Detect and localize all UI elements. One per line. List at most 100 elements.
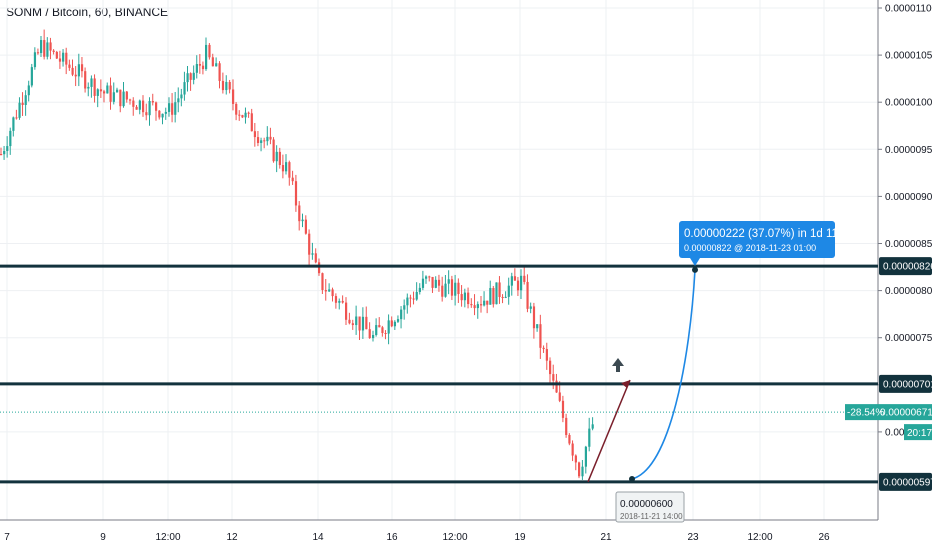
candle-body [324, 290, 327, 292]
candle-body [33, 52, 37, 68]
candle-body [545, 349, 548, 361]
candle-body [177, 98, 180, 103]
candle-body [321, 273, 324, 291]
candle-body [542, 347, 545, 350]
candle-body [232, 89, 235, 104]
x-tick-label: 19 [514, 532, 526, 543]
candle-body [260, 140, 263, 143]
candle-body [238, 114, 241, 116]
candle-body [437, 279, 441, 286]
trend-arrow [587, 379, 631, 483]
up-arrow-icon [612, 358, 624, 372]
candle-body [555, 380, 558, 393]
projection-curve [631, 269, 696, 480]
candle-body [189, 73, 192, 80]
candle-body [400, 309, 403, 320]
candle-body [106, 85, 109, 94]
candle-body [381, 327, 384, 334]
candle-body [288, 162, 291, 178]
candle-body [235, 103, 238, 115]
x-tick-label: 7 [4, 532, 10, 543]
candle-body [183, 82, 186, 95]
candle-body [428, 276, 431, 278]
candle-body [348, 319, 351, 324]
candle-body [36, 52, 40, 54]
candle-body [158, 110, 161, 118]
candle-body [355, 316, 358, 326]
candle-body [174, 102, 177, 115]
candle-body [513, 276, 517, 281]
candle-body [84, 71, 87, 89]
candle-body [218, 63, 221, 81]
candle-body [476, 304, 479, 309]
candle-body [431, 276, 434, 288]
candle-body [412, 298, 415, 300]
candle-body [151, 101, 154, 103]
level-badge [879, 374, 932, 393]
candle-body [507, 285, 510, 297]
candle-body [415, 291, 418, 300]
x-tick-label: 12:00 [747, 532, 772, 543]
candle-body [304, 219, 307, 234]
candle-body [338, 300, 341, 303]
candle-body [96, 89, 99, 96]
candle-body [341, 300, 344, 303]
candle-body [470, 304, 473, 306]
candle-body [314, 253, 317, 263]
candle-body [301, 219, 304, 222]
candle-body [361, 316, 365, 331]
candle-body [532, 306, 536, 329]
x-tick-label: 14 [312, 532, 324, 543]
candle-body [334, 296, 338, 303]
x-tick-label: 23 [687, 532, 699, 543]
candle-body [103, 91, 106, 94]
candle-body [574, 455, 577, 463]
candle-body [93, 78, 96, 96]
candle-body [171, 103, 174, 115]
candle-body [142, 100, 145, 113]
candle-body [195, 64, 198, 73]
candle-body [486, 300, 489, 305]
candle-body [12, 117, 15, 131]
candle-body [457, 282, 460, 295]
candle-body [52, 50, 55, 52]
candle-body [208, 44, 211, 58]
candle-body [328, 289, 331, 292]
candle-body [526, 281, 529, 309]
candle-body [421, 278, 425, 288]
candle-body [129, 99, 132, 101]
candle-body [58, 58, 62, 62]
projection-start-dot [629, 476, 635, 482]
x-tick-label: 21 [600, 532, 612, 543]
candle-body [164, 111, 167, 114]
candle-body [434, 279, 437, 288]
candle-body [403, 305, 406, 310]
candle-body [308, 233, 311, 255]
candle-body [3, 150, 6, 155]
level-badge-label: 0.00000597 [883, 477, 932, 488]
candle-body [269, 136, 272, 140]
candle-body [409, 297, 412, 299]
candle-body [378, 325, 381, 328]
candle-body [161, 113, 164, 118]
candle-body [463, 292, 467, 301]
candle-body [21, 102, 24, 106]
candle-body [520, 275, 523, 291]
candle-body [372, 334, 375, 339]
candle-body [244, 112, 247, 118]
candle-body [256, 137, 260, 143]
candle-body [263, 140, 266, 142]
candle-body [27, 85, 30, 96]
candle-body [201, 65, 205, 70]
candle-body [492, 288, 495, 305]
candle-body [425, 276, 428, 279]
candle-body [281, 165, 285, 172]
candle-body [460, 294, 463, 301]
price-change-label: -28.54% [847, 408, 884, 419]
candle-body [591, 424, 594, 429]
candle-body [447, 279, 450, 284]
candle-body [552, 374, 555, 381]
